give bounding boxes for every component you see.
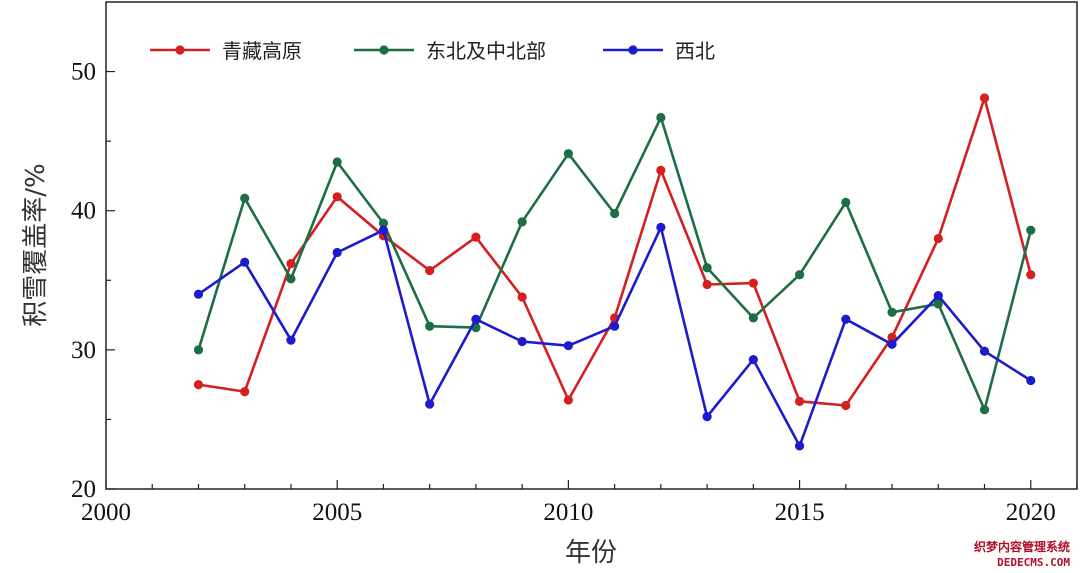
legend-label: 东北及中北部 xyxy=(426,39,546,63)
data-point xyxy=(425,265,435,276)
series-1 xyxy=(193,93,1036,411)
data-point xyxy=(193,289,204,299)
data-point xyxy=(794,441,805,451)
plot-frame xyxy=(105,1,1078,490)
watermark-line-2: DEDECMS.COM xyxy=(997,556,1070,569)
data-point xyxy=(702,263,712,273)
data-point xyxy=(563,149,573,159)
data-point xyxy=(471,314,481,324)
data-point xyxy=(1026,225,1036,235)
x-tick-label: 2000 xyxy=(81,499,131,526)
data-point xyxy=(563,341,573,351)
data-point xyxy=(610,321,620,331)
data-point xyxy=(794,270,805,280)
data-point xyxy=(1026,270,1036,280)
data-point xyxy=(332,247,342,258)
data-point xyxy=(656,222,666,233)
legend: 青藏高原 东北及中北部 西北 xyxy=(150,39,715,63)
data-point xyxy=(240,193,250,203)
data-point xyxy=(841,314,851,324)
data-point xyxy=(933,290,943,301)
data-point xyxy=(841,400,851,411)
watermark-line-1: 织梦内容管理系统 xyxy=(974,539,1070,554)
legend-label: 西北 xyxy=(675,39,715,63)
series-layer xyxy=(193,93,1036,451)
data-point xyxy=(748,354,758,365)
legend-marker xyxy=(379,45,389,55)
legend-marker xyxy=(175,45,185,55)
data-point xyxy=(286,335,296,345)
data-point xyxy=(378,225,389,235)
data-point xyxy=(979,346,990,356)
data-point xyxy=(517,292,527,302)
y-tick-label: 30 xyxy=(71,337,96,364)
data-point xyxy=(332,192,342,202)
data-point xyxy=(794,396,805,406)
data-point xyxy=(887,332,897,342)
data-point xyxy=(471,232,481,242)
data-point xyxy=(841,197,851,207)
data-point xyxy=(610,208,620,219)
x-tick-label: 2015 xyxy=(775,499,825,526)
data-point xyxy=(517,217,527,227)
data-point xyxy=(887,307,897,317)
data-point xyxy=(563,395,573,405)
y-axis-label: 积雪覆盖率/% xyxy=(21,163,51,326)
data-point xyxy=(979,405,990,415)
x-tick-label: 2020 xyxy=(1006,499,1056,526)
data-point xyxy=(378,218,389,228)
data-point xyxy=(425,321,435,331)
series-line xyxy=(198,96,1033,407)
x-tick-label: 2010 xyxy=(543,499,593,526)
data-point xyxy=(748,313,758,323)
data-point xyxy=(193,380,204,390)
y-tick-label: 50 xyxy=(71,59,96,86)
data-point xyxy=(193,345,204,355)
x-axis-label: 年份 xyxy=(565,538,617,568)
data-point xyxy=(933,233,943,244)
data-point xyxy=(286,258,296,269)
data-point xyxy=(517,336,527,347)
data-point xyxy=(286,274,296,284)
x-tick-label: 2005 xyxy=(312,499,362,526)
legend-label: 青藏高原 xyxy=(222,39,302,63)
y-axis: 20 30 40 50 xyxy=(71,59,115,503)
data-point xyxy=(240,387,250,397)
data-point xyxy=(332,157,342,167)
data-point xyxy=(702,279,712,290)
data-point xyxy=(240,257,250,267)
data-point xyxy=(979,93,990,103)
y-tick-label: 20 xyxy=(71,476,96,503)
data-point xyxy=(748,278,758,288)
data-point xyxy=(656,112,666,123)
data-point xyxy=(702,412,712,422)
series-line xyxy=(197,116,1033,412)
data-point xyxy=(933,299,943,309)
data-point xyxy=(887,339,897,349)
series-2 xyxy=(193,112,1036,415)
data-point xyxy=(1026,375,1036,386)
y-tick-label: 40 xyxy=(71,198,96,225)
series-line xyxy=(197,226,1032,448)
x-axis: 2000 2005 2010 2015 2020 xyxy=(81,480,1078,526)
legend-marker xyxy=(628,45,638,55)
data-point xyxy=(656,165,666,175)
data-point xyxy=(425,399,435,409)
series-3 xyxy=(193,222,1036,451)
